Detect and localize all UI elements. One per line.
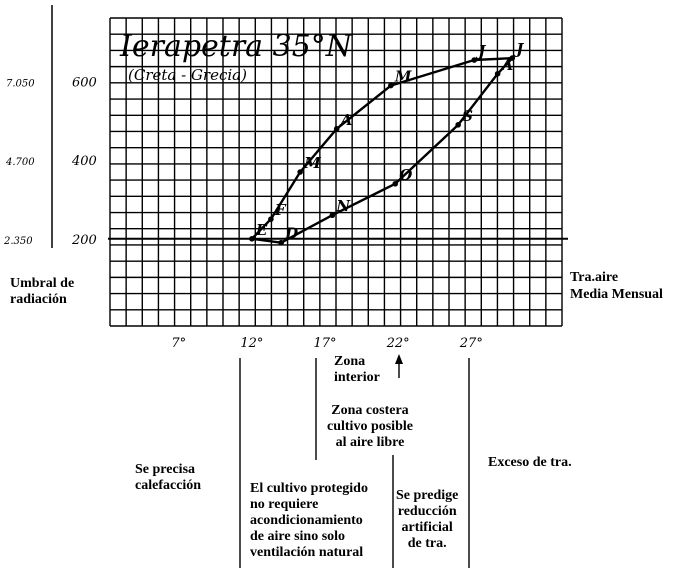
data-point [509,55,516,61]
ventilacion-note: El cultivo protegido no requiere acondic… [250,481,368,560]
data-point [249,235,255,242]
chart-series [249,55,516,246]
exceso-note: Exceso de tra. [488,455,572,470]
calefaccion-note: Se precisa calefacción [135,462,202,493]
zone-arrow-head [395,354,403,364]
data-point [329,212,336,219]
data-point-label: F [274,201,287,219]
data-point [388,82,394,89]
data-point [455,122,461,128]
data-point-label: M [394,68,412,86]
x-tick-label: 12° [240,336,263,351]
data-point [297,169,303,175]
data-point-label: E [255,221,268,239]
x-tick-label: 17° [314,336,337,351]
y-tick-outer-label: 2.350 [3,236,33,247]
chart-title: Ierapetra 35°N [119,29,354,64]
data-point-label: M [303,154,321,172]
zona-costera-note: Zona costera cultivo posible al aire lib… [327,403,413,450]
data-point [333,125,340,132]
data-point-label: S [462,107,473,125]
reduccion-note: Se predige reducción artificial de tra. [396,488,459,551]
data-point-label: D [284,225,298,243]
data-point-label: O [399,166,412,184]
data-point-label: J [513,40,524,58]
x-axis-label-line2: Media Mensual [570,287,663,302]
chart-labels: 200 400 600 2.350 4.700 7.050 7° 12° 17° 22° 27° EF… [3,40,524,351]
data-point [268,216,274,222]
data-point [494,70,501,77]
series-line [251,56,514,244]
data-point [392,180,399,187]
y-tick-label: 400 [71,154,97,169]
data-point-label: A [500,56,514,74]
y-axis-label-line1: Umbral de [10,276,74,291]
y-tick-outer-label: 4.700 [5,157,35,168]
x-tick-label: 22° [386,336,410,351]
chart-axes [51,5,568,568]
x-axis-label-line1: Tra.aire [570,270,618,285]
data-point-label: A [339,111,353,129]
data-point [278,239,284,246]
y-axis-label-line2: radiación [10,292,67,307]
y-tick-label: 200 [71,233,97,248]
x-tick-label: 27° [459,336,483,351]
chart-grid [109,17,563,327]
data-point-label: J [475,42,486,60]
zona-interior-note: Zona interior [334,354,380,385]
x-tick-label: 7° [171,336,186,351]
chart-subtitle: (Creta - Grecia) [128,66,247,84]
y-tick-label: 600 [72,76,97,91]
data-point-label: N [335,197,351,215]
y-tick-outer-label: 7.050 [6,79,35,90]
data-point [471,57,478,63]
